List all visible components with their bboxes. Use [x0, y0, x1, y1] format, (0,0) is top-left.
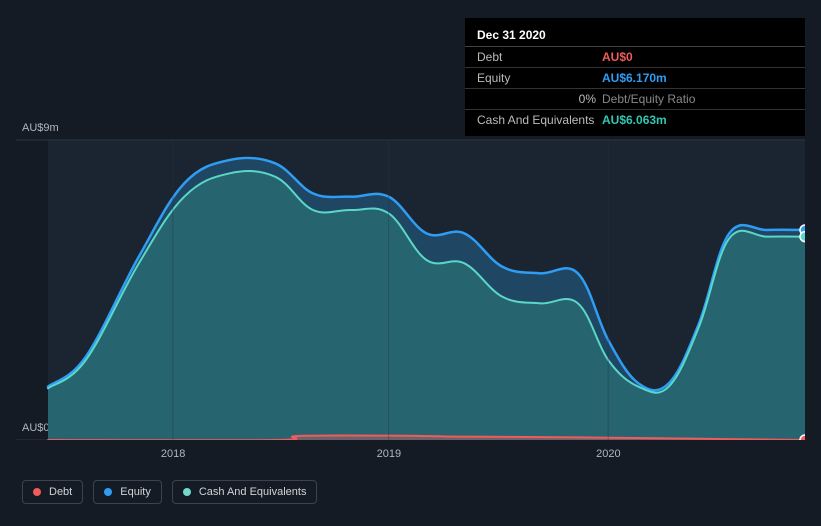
tooltip-ratio-pct: 0% [477, 92, 602, 106]
tooltip-value-equity: AU$6.170m [602, 71, 793, 85]
legend-label: Cash And Equivalents [199, 486, 307, 498]
tooltip-row-debt: Debt AU$0 [465, 47, 805, 68]
x-axis-label: 2018 [161, 448, 185, 460]
tooltip-date: Dec 31 2020 [465, 24, 805, 47]
tooltip-label-debt: Debt [477, 50, 602, 64]
x-axis-label: 2020 [596, 448, 620, 460]
legend-item-equity[interactable]: Equity [93, 480, 162, 504]
tooltip-ratio-label: Debt/Equity Ratio [602, 92, 793, 106]
legend-label: Debt [49, 486, 72, 498]
tooltip-value-cash: AU$6.063m [602, 113, 793, 127]
legend-item-debt[interactable]: Debt [22, 480, 83, 504]
tooltip-row-equity: Equity AU$6.170m [465, 68, 805, 89]
legend: Debt Equity Cash And Equivalents [22, 480, 317, 504]
tooltip-row-cash: Cash And Equivalents AU$6.063m [465, 110, 805, 130]
chart-tooltip: Dec 31 2020 Debt AU$0 Equity AU$6.170m 0… [465, 18, 805, 136]
legend-item-cash[interactable]: Cash And Equivalents [172, 480, 318, 504]
tooltip-label-cash: Cash And Equivalents [477, 113, 602, 127]
legend-label: Equity [120, 486, 151, 498]
chart-svg [16, 120, 805, 440]
tooltip-row-ratio: 0% Debt/Equity Ratio [465, 89, 805, 110]
debt-dot-icon [33, 488, 41, 496]
equity-dot-icon [104, 488, 112, 496]
tooltip-value-debt: AU$0 [602, 50, 793, 64]
x-axis-label: 2019 [377, 448, 401, 460]
chart-area[interactable] [16, 120, 805, 440]
tooltip-label-equity: Equity [477, 71, 602, 85]
cash-dot-icon [183, 488, 191, 496]
